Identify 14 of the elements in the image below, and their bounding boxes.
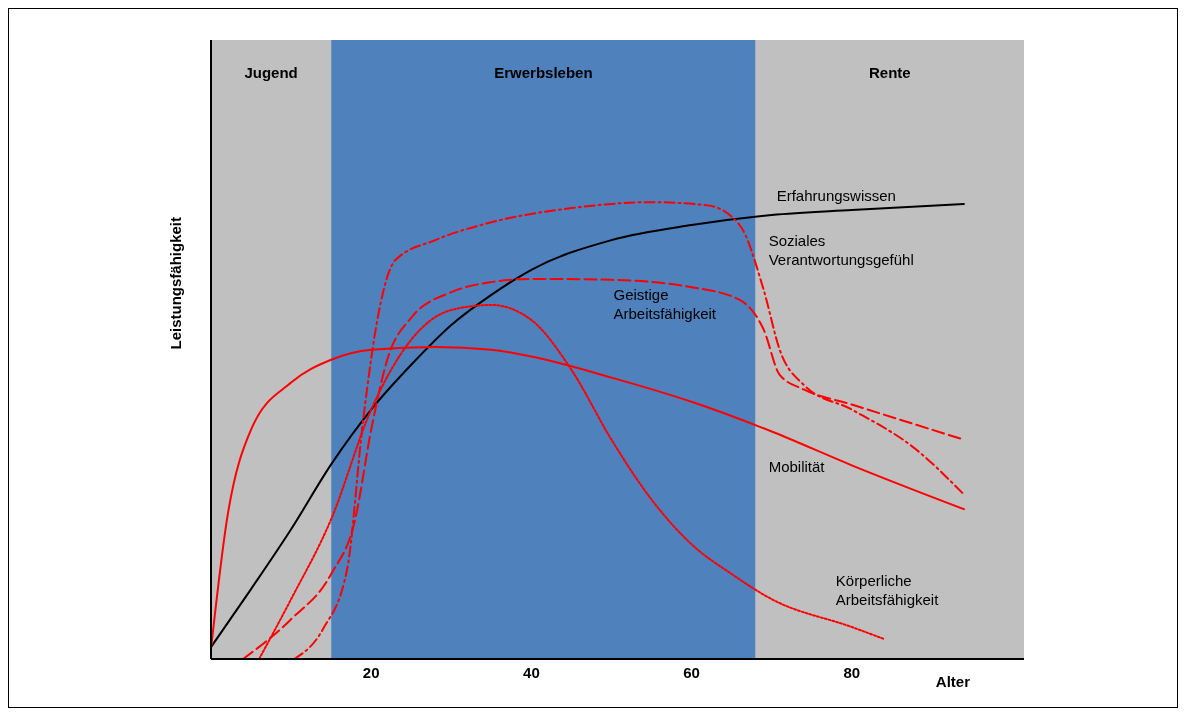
band-label: Rente: [868, 63, 911, 81]
series-label: Erfahrungswissen: [776, 186, 896, 204]
series-label: Körperliche Arbeitsfähigkeit: [835, 572, 940, 609]
series-label: Soziales Verantwortungsgefühl: [768, 231, 914, 268]
x-tick-label: 60: [683, 663, 700, 681]
series-label: Mobilität: [768, 457, 826, 475]
band-label: Erwerbsleben: [494, 63, 593, 81]
x-tick-label: 80: [843, 663, 861, 681]
y-axis-title: Leistungsfähigkeit: [167, 216, 185, 350]
x-axis-title: Alter: [935, 673, 971, 690]
x-tick-label: 20: [362, 663, 380, 681]
band-label: Jugend: [244, 63, 298, 81]
x-tick-label: 40: [523, 663, 540, 681]
series-label: Geistige Arbeitsfähigkeit: [613, 285, 717, 322]
